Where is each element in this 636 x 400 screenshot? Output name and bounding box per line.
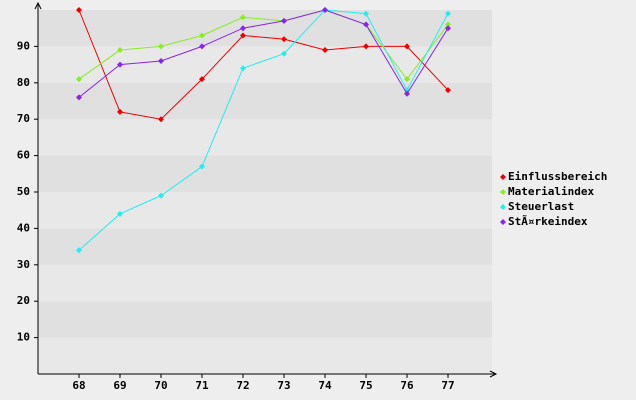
grid-band	[38, 82, 492, 120]
data-point	[158, 43, 164, 50]
legend-label: StÃ¤rkeindex	[508, 215, 588, 228]
grid-band	[38, 301, 492, 338]
data-point	[322, 7, 328, 13]
y-tick-label: 60	[17, 149, 30, 162]
data-point	[445, 25, 451, 32]
y-tick-label: 90	[17, 39, 30, 52]
data-point	[158, 116, 164, 123]
data-point	[445, 10, 451, 17]
y-tick-label: 80	[17, 76, 30, 89]
data-point	[117, 61, 123, 68]
data-point	[240, 32, 246, 39]
y-axis-arrow	[34, 1, 42, 10]
x-tick-label: 74	[318, 379, 332, 392]
data-point	[240, 65, 246, 72]
data-point	[445, 87, 451, 94]
grid-band	[38, 46, 492, 83]
x-tick-label: 68	[72, 379, 85, 392]
series-line	[78, 9, 449, 120]
grid-band	[38, 337, 492, 374]
data-point	[445, 21, 451, 28]
x-tick-label: 71	[195, 379, 209, 392]
x-tick-label: 72	[236, 379, 249, 392]
grid-band	[38, 192, 492, 229]
data-point	[76, 247, 82, 254]
data-point	[322, 47, 328, 54]
legend-marker	[500, 189, 506, 195]
y-tick-label: 30	[17, 258, 30, 271]
series-line	[78, 9, 449, 251]
data-point	[240, 14, 246, 21]
data-point	[363, 43, 369, 50]
x-tick-label: 70	[154, 379, 167, 392]
data-point	[117, 210, 123, 217]
x-tick-label: 76	[400, 379, 414, 392]
data-point	[158, 192, 164, 199]
x-tick-label: 75	[359, 379, 372, 392]
x-tick-label: 73	[277, 379, 290, 392]
grid-band	[38, 228, 492, 265]
legend-marker	[500, 219, 506, 225]
legend-marker	[500, 204, 506, 210]
grid-band	[38, 155, 492, 192]
y-tick-label: 10	[17, 331, 30, 344]
grid-band	[38, 119, 492, 156]
y-tick-label: 40	[17, 221, 30, 234]
data-point	[404, 76, 410, 83]
legend-label: Materialindex	[508, 185, 594, 198]
data-point	[363, 10, 369, 17]
y-tick-label: 70	[17, 112, 30, 125]
data-point	[199, 163, 205, 170]
legend-label: Steuerlast	[508, 200, 574, 213]
data-point	[240, 25, 246, 32]
data-point	[199, 43, 205, 50]
data-point	[281, 50, 287, 57]
data-point	[199, 32, 205, 39]
series-line	[78, 9, 449, 98]
data-point	[281, 36, 287, 43]
y-tick-label: 20	[17, 294, 30, 307]
y-tick-label: 50	[17, 185, 30, 198]
data-point	[281, 17, 287, 24]
legend-label: Einflussbereich	[508, 170, 607, 183]
data-point	[76, 7, 82, 13]
data-point	[404, 43, 410, 50]
grid-band	[38, 264, 492, 302]
grid-band	[38, 10, 492, 47]
data-point	[199, 76, 205, 83]
legend-marker	[500, 174, 506, 180]
x-tick-label: 77	[441, 379, 454, 392]
x-tick-label: 69	[113, 379, 126, 392]
data-point	[117, 47, 123, 54]
x-axis-arrow	[489, 370, 498, 378]
data-point	[404, 90, 410, 97]
data-point	[363, 21, 369, 28]
data-point	[76, 76, 82, 83]
data-point	[117, 108, 123, 115]
data-point	[158, 57, 164, 64]
data-point	[76, 94, 82, 101]
